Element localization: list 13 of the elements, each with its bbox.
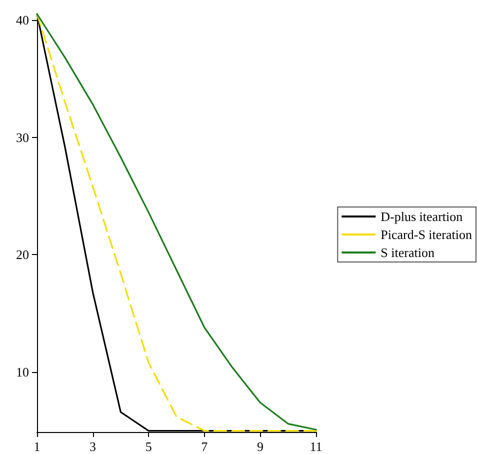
x-tick-label: 3 [90,439,96,454]
legend-label: D-plus iteartion [380,209,464,224]
y-tick-label: 40 [16,12,29,28]
y-tick-label: 10 [16,364,29,380]
legend-label: S iteration [380,245,435,260]
x-tick-label: 5 [145,439,152,454]
x-tick-label: 9 [256,439,264,454]
legend-label: Picard-S iteration [380,227,472,242]
x-tick-label: 11 [310,439,322,454]
y-tick-label: 20 [16,247,29,262]
y-tick-label: 30 [16,130,29,145]
x-tick-label: 1 [34,439,40,454]
x-tick-label: 7 [201,439,208,454]
